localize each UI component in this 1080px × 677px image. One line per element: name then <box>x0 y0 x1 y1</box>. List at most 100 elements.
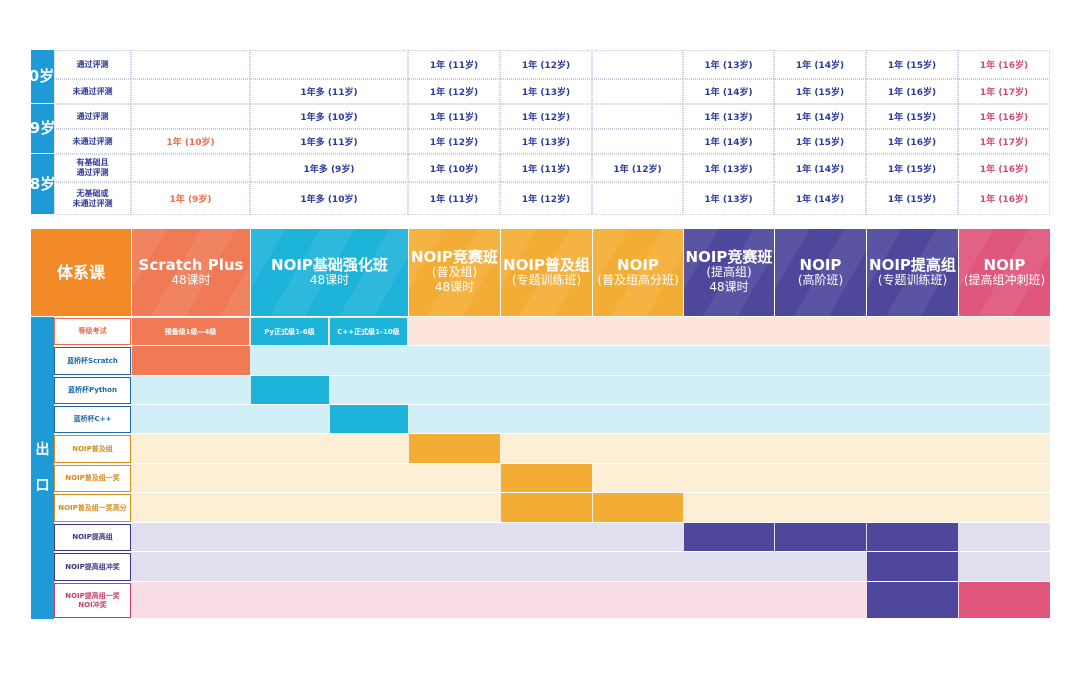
duration-cell: 1年 (15岁) <box>866 182 958 215</box>
exit-band <box>131 434 1050 463</box>
course-title: NOIP <box>983 255 1026 274</box>
age-group-label: 10岁+ <box>31 50 54 103</box>
course-title: NOIP竞赛班 <box>685 248 773 266</box>
duration-cell: 1年 (14岁) <box>683 129 774 154</box>
duration-cell: 1年 (12岁) <box>500 104 592 129</box>
grade-tag: C++正式级1-10级 <box>330 318 407 345</box>
duration-cell <box>592 104 683 129</box>
duration-cell: 1年多 (11岁) <box>250 79 408 104</box>
exit-course-bar <box>684 523 774 551</box>
course-header-6[interactable]: NOIP竞赛班 (提高组) 48课时 <box>684 229 774 316</box>
duration-cell: 1年 (11岁) <box>500 154 592 182</box>
duration-cell: 1年 (13岁) <box>500 129 592 154</box>
duration-cell: 1年 (14岁) <box>683 79 774 104</box>
course-subtitle: (专题训练班) <box>511 272 582 287</box>
duration-cell: 1年 (13岁) <box>683 50 774 79</box>
exit-band <box>131 346 1050 375</box>
course-header-3[interactable]: NOIP竞赛班 (普及组) 48课时 <box>409 229 500 316</box>
course-subtitle: (提高组冲刺班) <box>963 272 1046 287</box>
course-header-5[interactable]: NOIP (普及组高分班) <box>593 229 683 316</box>
exit-course-bar <box>867 523 958 551</box>
duration-cell: 1年 (15岁) <box>774 79 866 104</box>
course-subtitle: (专题训练班) <box>877 272 948 287</box>
duration-cell: 1年 (10岁) <box>408 154 500 182</box>
course-subtitle: (普及组高分班) <box>597 272 679 287</box>
course-hours: 48课时 <box>171 272 211 287</box>
duration-cell: 1年 (16岁) <box>958 154 1050 182</box>
duration-cell: 1年 (14岁) <box>774 50 866 79</box>
course-subtitle: (提高组) <box>706 265 752 279</box>
duration-cell: 1年 (15岁) <box>774 129 866 154</box>
age-status-label: 未通过评测 <box>54 129 131 154</box>
duration-cell: 1年 (13岁) <box>500 79 592 104</box>
duration-cell <box>592 79 683 104</box>
duration-cell: 1年多 (11岁) <box>250 129 408 154</box>
duration-cell: 1年 (16岁) <box>958 104 1050 129</box>
exit-label: 等级考试 <box>54 318 131 345</box>
duration-cell: 1年 (9岁) <box>131 182 250 215</box>
course-header-7[interactable]: NOIP (高阶班) <box>775 229 866 316</box>
duration-cell: 1年 (16岁) <box>958 182 1050 215</box>
duration-cell: 1年 (13岁) <box>683 104 774 129</box>
exit-label: NOIP普及组一奖高分 <box>54 494 131 522</box>
exit-course-bar <box>132 346 250 375</box>
course-header-1[interactable]: Scratch Plus 48课时 <box>132 229 250 316</box>
duration-cell: 1年 (17岁) <box>958 129 1050 154</box>
duration-cell: 1年 (17岁) <box>958 79 1050 104</box>
duration-cell: 1年 (12岁) <box>592 154 683 182</box>
exit-course-bar <box>867 582 958 618</box>
duration-cell: 1年 (16岁) <box>866 129 958 154</box>
exit-course-bar <box>593 493 683 522</box>
course-title: NOIP <box>617 255 659 274</box>
duration-cell <box>131 154 250 182</box>
duration-cell: 1年 (12岁) <box>408 79 500 104</box>
duration-cell <box>592 50 683 79</box>
course-header-2[interactable]: NOIP基础强化班 48课时 <box>251 229 408 316</box>
duration-cell: 1年 (15岁) <box>866 50 958 79</box>
course-subtitle: (高阶班) <box>797 272 844 287</box>
duration-cell <box>131 79 250 104</box>
course-title: NOIP提高组 <box>869 255 956 274</box>
duration-cell: 1年 (12岁) <box>500 182 592 215</box>
grade-tag: 预备级1级—4级 <box>132 318 249 345</box>
duration-cell: 1年 (14岁) <box>774 154 866 182</box>
course-title: NOIP <box>799 255 842 274</box>
duration-cell: 1年 (15岁) <box>866 104 958 129</box>
exit-course-bar <box>330 405 408 433</box>
duration-cell: 1年 (12岁) <box>408 129 500 154</box>
duration-cell: 1年 (15岁) <box>866 154 958 182</box>
duration-cell <box>131 104 250 129</box>
duration-cell: 1年 (16岁) <box>958 50 1050 79</box>
age-status-label: 有基础且 通过评测 <box>54 154 131 182</box>
duration-cell <box>592 129 683 154</box>
course-header-8[interactable]: NOIP提高组 (专题训练班) <box>867 229 958 316</box>
exit-course-bar <box>501 464 592 492</box>
duration-cell: 1年 (16岁) <box>866 79 958 104</box>
course-title: NOIP基础强化班 <box>271 255 388 274</box>
system-course-label: 体系课 <box>31 229 131 316</box>
duration-cell: 1年 (11岁) <box>408 182 500 215</box>
course-header-4[interactable]: NOIP普及组 (专题训练班) <box>501 229 592 316</box>
duration-cell: 1年多 (9岁) <box>250 154 408 182</box>
course-hours: 48课时 <box>434 280 475 294</box>
age-status-label: 未通过评测 <box>54 79 131 104</box>
course-hours: 48课时 <box>709 280 749 294</box>
exit-course-bar <box>251 376 329 404</box>
duration-cell: 1年 (11岁) <box>408 50 500 79</box>
exit-label: 蓝桥杯C++ <box>54 406 131 433</box>
duration-cell <box>131 50 250 79</box>
exit-course-bar <box>775 523 866 551</box>
course-hours: 48课时 <box>309 272 350 287</box>
course-title: NOIP竞赛班 <box>411 248 498 266</box>
duration-cell <box>250 50 408 79</box>
duration-cell <box>592 182 683 215</box>
course-header-9[interactable]: NOIP (提高组冲刺班) <box>959 229 1050 316</box>
exit-course-bar <box>959 582 1050 618</box>
duration-cell: 1年多 (10岁) <box>250 104 408 129</box>
exit-side-label: 出口 <box>31 317 54 619</box>
exit-band <box>131 405 1050 433</box>
duration-cell: 1年 (10岁) <box>131 129 250 154</box>
age-group-label: 9岁 <box>31 104 54 153</box>
course-title: Scratch Plus <box>138 255 244 274</box>
exit-course-bar <box>409 434 500 463</box>
